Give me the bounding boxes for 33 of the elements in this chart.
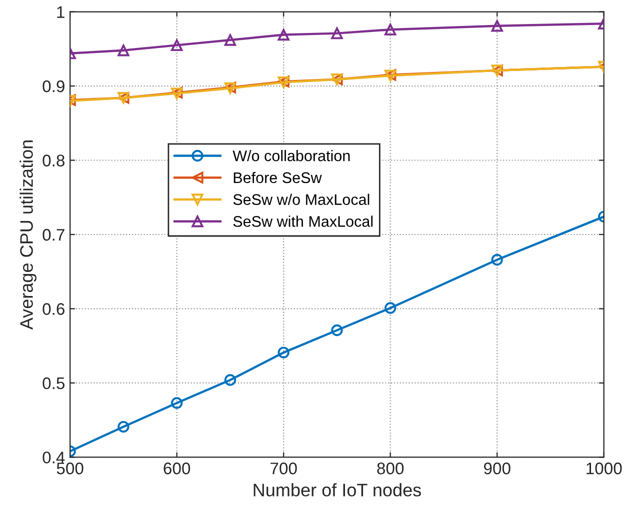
legend-label: Before SeSw: [234, 172, 322, 184]
y-tick-label: 0.5: [42, 377, 65, 390]
point: [384, 24, 396, 36]
x-axis-title: Number of IoT nodes: [254, 483, 421, 496]
point: [224, 34, 236, 46]
x-tick-label: 700: [270, 462, 297, 474]
point: [491, 20, 503, 32]
point: [491, 254, 503, 266]
point: [170, 397, 183, 409]
x-tick-label: 600: [164, 462, 190, 474]
x-tick-label: 500: [56, 462, 84, 474]
point: [224, 374, 236, 386]
point: [278, 346, 290, 358]
y-tick-label: 0.9: [42, 80, 64, 92]
legend-label: W/o collaboration: [232, 150, 350, 162]
point: [278, 28, 290, 41]
x-tick-label: 1000: [586, 462, 622, 474]
y-tick-label: 0.6: [42, 303, 64, 315]
y-tick-label: 0.8: [42, 154, 64, 166]
point: [170, 39, 183, 52]
legend-label: SeSw with MaxLocal: [233, 216, 373, 227]
point: [118, 420, 130, 433]
x-tick-label: 800: [377, 462, 404, 474]
y-tick-label: 0.7: [42, 228, 64, 241]
y-tick-label: 0.4: [42, 452, 65, 464]
x-tick-label: 900: [484, 462, 510, 474]
point: [384, 302, 396, 314]
point: [331, 324, 343, 336]
legend-label: SeSw w/o MaxLocal: [233, 194, 370, 205]
y-axis-title: Average CPU utilization: [20, 140, 36, 330]
point: [331, 27, 343, 40]
y-tick-label: 1: [57, 6, 64, 18]
point: [118, 44, 130, 56]
